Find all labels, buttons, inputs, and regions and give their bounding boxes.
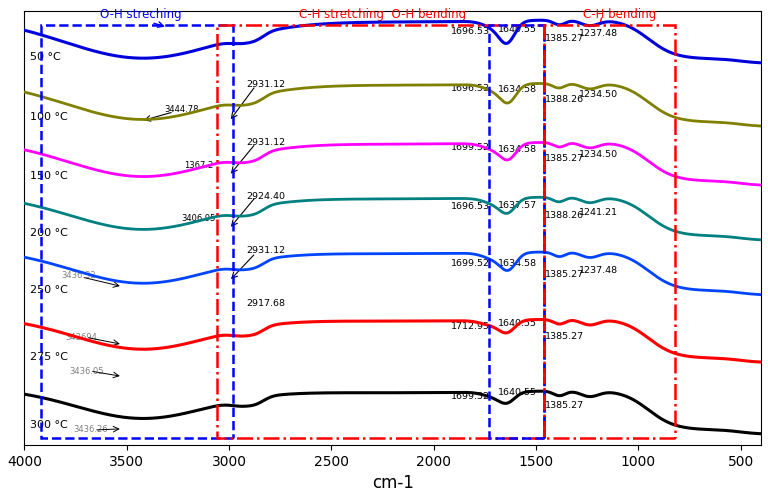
- Text: 1237.48: 1237.48: [579, 29, 618, 38]
- Text: 2931.12: 2931.12: [247, 138, 286, 147]
- Text: 50 °C: 50 °C: [29, 52, 61, 62]
- Text: C-H bending: C-H bending: [583, 8, 657, 21]
- Text: 3436.05: 3436.05: [69, 367, 104, 376]
- Text: 3436.32: 3436.32: [61, 271, 96, 280]
- Text: 150 °C: 150 °C: [29, 171, 68, 181]
- Bar: [489, 25, 545, 439]
- Text: 1385.27: 1385.27: [545, 331, 584, 340]
- Text: 1696.53: 1696.53: [451, 202, 490, 211]
- Text: 300 °C: 300 °C: [29, 420, 68, 430]
- Text: 275 °C: 275 °C: [29, 352, 68, 362]
- Bar: [41, 25, 233, 439]
- Text: 3444.78: 3444.78: [165, 105, 199, 114]
- Text: 1385.27: 1385.27: [545, 154, 584, 163]
- Text: 1634.58: 1634.58: [498, 259, 537, 268]
- Text: 1699.52: 1699.52: [451, 259, 490, 268]
- Text: 2931.12: 2931.12: [247, 80, 286, 89]
- Text: 1634.58: 1634.58: [498, 85, 537, 94]
- Bar: [217, 25, 545, 439]
- Text: 1696.53: 1696.53: [451, 84, 490, 93]
- Text: O-H streching: O-H streching: [101, 8, 182, 21]
- Text: 343694: 343694: [65, 333, 98, 342]
- Text: 100 °C: 100 °C: [29, 112, 68, 122]
- Text: 200 °C: 200 °C: [29, 228, 68, 238]
- Text: 3436.26: 3436.26: [74, 425, 108, 434]
- Text: 1385.27: 1385.27: [545, 401, 584, 410]
- Text: 2931.12: 2931.12: [247, 246, 286, 254]
- Text: 1634.58: 1634.58: [498, 145, 537, 154]
- Bar: [545, 25, 675, 439]
- Text: 250 °C: 250 °C: [29, 284, 68, 295]
- Text: 1388.26: 1388.26: [545, 95, 584, 104]
- X-axis label: cm-1: cm-1: [372, 474, 414, 492]
- Text: 1241.21: 1241.21: [579, 209, 618, 218]
- Text: 1637.57: 1637.57: [498, 201, 537, 210]
- Text: 3406.95: 3406.95: [181, 215, 216, 224]
- Text: 1385.27: 1385.27: [545, 269, 584, 278]
- Text: 1640.55: 1640.55: [498, 319, 537, 328]
- Text: 1640.55: 1640.55: [498, 388, 537, 397]
- Text: C-H stretching  O-H bending: C-H stretching O-H bending: [299, 8, 466, 21]
- Text: 1696.53: 1696.53: [451, 27, 490, 36]
- Text: 1237.48: 1237.48: [579, 266, 618, 275]
- Text: 1388.26: 1388.26: [545, 211, 584, 220]
- Text: 1385.27: 1385.27: [545, 33, 584, 42]
- Text: 1699.52: 1699.52: [451, 392, 490, 401]
- Text: 1234.50: 1234.50: [579, 150, 618, 159]
- Text: 2924.40: 2924.40: [247, 192, 286, 201]
- Text: 2917.68: 2917.68: [247, 299, 286, 308]
- Text: 1699.52: 1699.52: [451, 143, 490, 152]
- Text: 1640.55: 1640.55: [498, 25, 537, 34]
- Text: 1234.50: 1234.50: [579, 90, 618, 99]
- Text: 1367.2: 1367.2: [184, 161, 213, 170]
- Text: 1712.95: 1712.95: [451, 322, 490, 331]
